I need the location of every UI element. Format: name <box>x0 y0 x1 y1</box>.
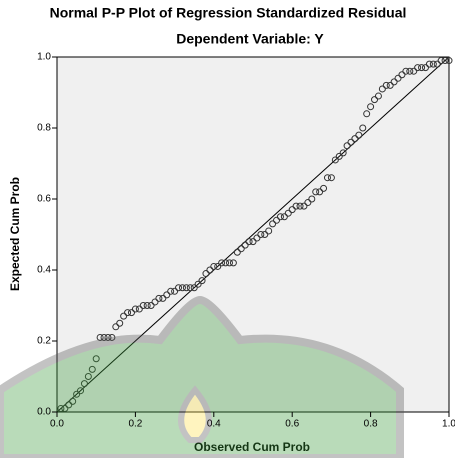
y-axis-title: Expected Cum Prob <box>8 177 22 291</box>
x-tick-label: 0.8 <box>364 419 378 430</box>
chart-title: Normal P-P Plot of Regression Standardiz… <box>50 5 407 21</box>
y-tick-label: 1.0 <box>37 52 51 63</box>
y-tick-label: 0.0 <box>37 407 51 418</box>
y-tick-label: 0.8 <box>37 123 51 134</box>
x-tick-label: 0.2 <box>128 419 142 430</box>
x-tick-label: 0.4 <box>207 419 221 430</box>
chart: Normal P-P Plot of Regression Standardiz… <box>0 0 455 458</box>
x-tick-label: 0.0 <box>50 419 64 430</box>
y-tick-label: 0.6 <box>37 194 51 205</box>
x-tick-label: 1.0 <box>442 419 455 430</box>
chart-subtitle: Dependent Variable: Y <box>176 31 324 47</box>
y-tick-label: 0.4 <box>37 265 51 276</box>
x-tick-label: 0.6 <box>285 419 299 430</box>
y-tick-label: 0.2 <box>37 336 51 347</box>
